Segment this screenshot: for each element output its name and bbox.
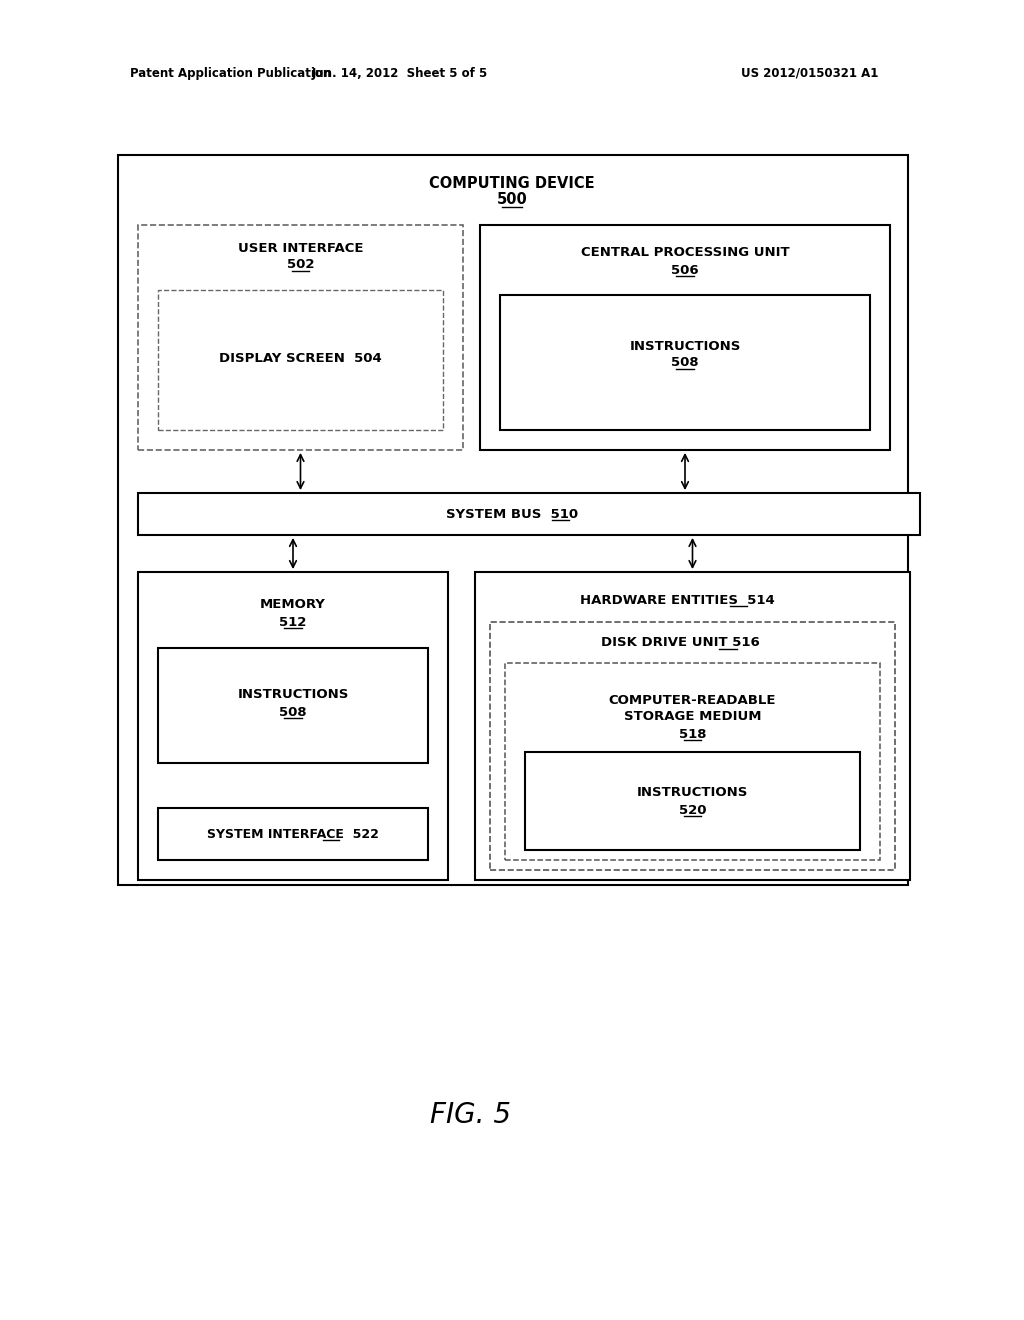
Text: 506: 506 (671, 264, 698, 276)
Text: CENTRAL PROCESSING UNIT: CENTRAL PROCESSING UNIT (581, 246, 790, 259)
Text: USER INTERFACE: USER INTERFACE (238, 242, 364, 255)
Text: 518: 518 (679, 727, 707, 741)
Text: COMPUTING DEVICE: COMPUTING DEVICE (429, 176, 595, 190)
Text: FIG. 5: FIG. 5 (429, 1101, 511, 1129)
Text: 512: 512 (280, 615, 306, 628)
Text: 508: 508 (671, 356, 698, 370)
Bar (118, 154, 908, 884)
Bar (138, 572, 449, 880)
Bar (500, 294, 870, 430)
Text: SYSTEM INTERFACE  522: SYSTEM INTERFACE 522 (207, 828, 379, 841)
Text: SYSTEM BUS  510: SYSTEM BUS 510 (445, 507, 579, 520)
Bar (158, 290, 443, 430)
Bar (525, 752, 860, 850)
Text: STORAGE MEDIUM: STORAGE MEDIUM (624, 710, 761, 723)
Text: MEMORY: MEMORY (260, 598, 326, 611)
Text: INSTRUCTIONS: INSTRUCTIONS (238, 689, 349, 701)
Text: INSTRUCTIONS: INSTRUCTIONS (630, 339, 740, 352)
Bar (158, 648, 428, 763)
Text: 502: 502 (287, 259, 314, 272)
Bar (490, 622, 895, 870)
Bar (480, 224, 890, 450)
Text: INSTRUCTIONS: INSTRUCTIONS (637, 787, 749, 800)
Text: DISK DRIVE UNIT 516: DISK DRIVE UNIT 516 (601, 636, 760, 649)
Text: DISPLAY SCREEN  504: DISPLAY SCREEN 504 (219, 351, 382, 364)
Text: Patent Application Publication: Patent Application Publication (130, 66, 331, 79)
Text: 500: 500 (497, 193, 527, 207)
Bar (475, 572, 910, 880)
Bar (138, 224, 463, 450)
Bar (158, 808, 428, 861)
Text: 508: 508 (280, 705, 307, 718)
Text: COMPUTER-READABLE: COMPUTER-READABLE (608, 693, 776, 706)
Bar (138, 492, 920, 535)
Text: HARDWARE ENTITIES  514: HARDWARE ENTITIES 514 (581, 594, 775, 606)
Text: Jun. 14, 2012  Sheet 5 of 5: Jun. 14, 2012 Sheet 5 of 5 (312, 66, 488, 79)
Text: 520: 520 (679, 804, 707, 817)
Text: US 2012/0150321 A1: US 2012/0150321 A1 (741, 66, 879, 79)
Bar (505, 663, 880, 861)
